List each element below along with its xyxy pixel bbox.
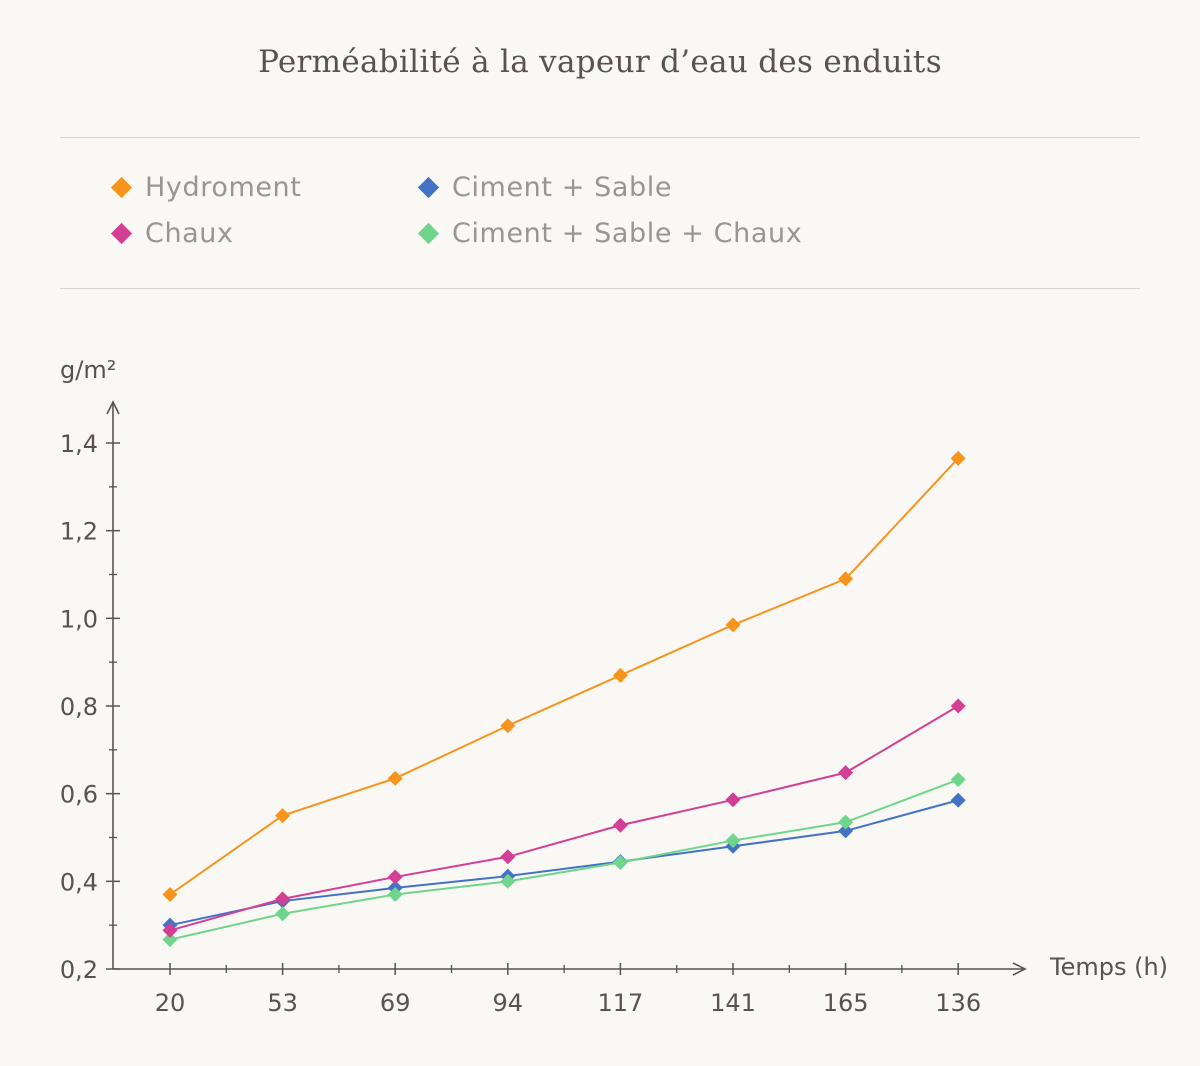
- series-line: [169, 457, 959, 896]
- x-axis-arrow-icon: [1012, 962, 1027, 976]
- x-tick-label: 20: [155, 989, 186, 1017]
- series-chaux: [162, 698, 966, 938]
- series-line: [169, 799, 959, 927]
- x-tick-label: 53: [267, 989, 298, 1017]
- x-tick-label: 69: [380, 989, 411, 1017]
- series-layer: [162, 450, 966, 948]
- legend-label: Chaux: [145, 218, 234, 249]
- x-axis-label: Temps (h): [1049, 953, 1168, 981]
- legend-item-chaux: Chaux: [110, 218, 234, 249]
- data-point: [612, 854, 628, 870]
- data-point: [838, 571, 854, 587]
- x-tick-label: 136: [935, 989, 981, 1017]
- series-ciment-sable-chaux: [162, 772, 966, 948]
- y-axis-arrow-icon: [106, 400, 120, 415]
- data-point: [162, 932, 178, 948]
- data-point: [275, 891, 291, 907]
- data-point: [838, 765, 854, 781]
- data-point: [725, 833, 741, 849]
- legend-label: Hydroment: [145, 172, 302, 203]
- x-tick-label: 117: [597, 989, 643, 1017]
- y-tick-label: 0,2: [60, 956, 98, 984]
- legend-label: Ciment + Sable + Chaux: [452, 218, 803, 249]
- data-point: [612, 667, 628, 683]
- data-point: [725, 617, 741, 633]
- legend-label: Ciment + Sable: [452, 172, 673, 203]
- data-point: [950, 772, 966, 788]
- top-divider: [60, 137, 1140, 138]
- series-line: [169, 778, 959, 941]
- data-point: [838, 814, 854, 830]
- data-point: [387, 886, 403, 902]
- data-point: [387, 770, 403, 786]
- data-point: [275, 808, 291, 824]
- data-point: [162, 922, 178, 938]
- data-point: [612, 817, 628, 833]
- y-tick-label: 0,4: [60, 868, 98, 896]
- data-point: [500, 873, 516, 889]
- data-point: [725, 792, 741, 808]
- data-point: [162, 886, 178, 902]
- data-point: [838, 823, 854, 839]
- y-tick-label: 0,6: [60, 781, 98, 809]
- y-tick-label: 1,0: [60, 605, 98, 633]
- y-tick-label: 0,8: [60, 693, 98, 721]
- x-tick-label: 94: [493, 989, 524, 1017]
- series-line: [169, 705, 959, 932]
- axes: 0,2 0,4 0,6 0,8 1,0 1,2 1,4 20 53 69 94 117 141 165 13…: [60, 400, 1027, 1017]
- data-point: [500, 849, 516, 865]
- data-point: [950, 698, 966, 714]
- data-point: [387, 869, 403, 885]
- data-point: [950, 450, 966, 466]
- data-point: [275, 906, 291, 922]
- bottom-divider: [60, 288, 1140, 289]
- chart-title: Perméabilité à la vapeur d’eau des endui…: [258, 44, 942, 80]
- series-hydroment: [162, 450, 966, 902]
- legend-item-hydroment: Hydroment: [110, 172, 302, 203]
- y-tick-label: 1,2: [60, 518, 98, 546]
- y-axis-label: g/m²: [60, 356, 116, 384]
- x-tick-label: 165: [823, 989, 869, 1017]
- y-tick-label: 1,4: [60, 430, 98, 458]
- legend-item-ciment-sable: Ciment + Sable: [417, 172, 673, 203]
- legend-item-ciment-sable-chaux: Ciment + Sable + Chaux: [417, 218, 803, 249]
- x-tick-label: 141: [710, 989, 756, 1017]
- data-point: [950, 792, 966, 808]
- data-point: [500, 718, 516, 734]
